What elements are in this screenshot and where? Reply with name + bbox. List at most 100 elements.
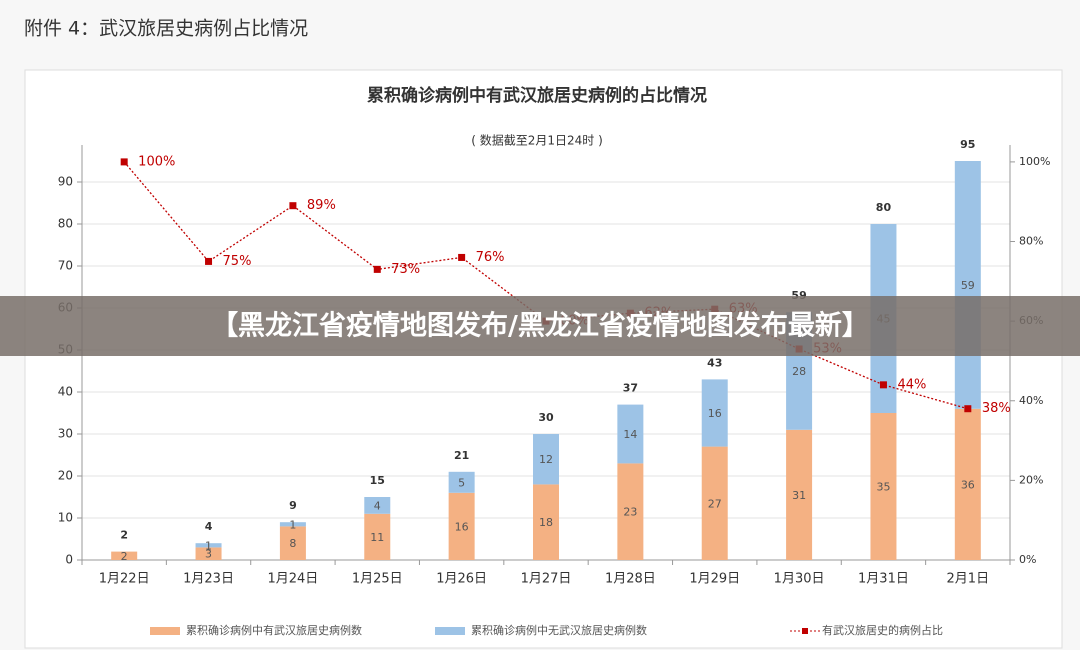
x-tick-label: 1月27日 [521, 572, 572, 587]
line-value-label: 73% [391, 262, 420, 277]
bar-segment [533, 484, 559, 560]
bar-value-label: 11 [370, 531, 384, 544]
y2-tick-label: 100% [1019, 155, 1050, 168]
bar-value-label: 3 [205, 548, 212, 561]
bar-total-label: 21 [454, 449, 469, 462]
legend-label: 累积确诊病例中无武汉旅居史病例数 [471, 623, 647, 637]
bar-total-label: 2 [120, 529, 128, 542]
line-marker [964, 405, 972, 413]
bar-value-label: 31 [792, 489, 806, 502]
chart-frame [24, 69, 1063, 649]
line-value-label: 100% [138, 154, 175, 169]
legend-swatch [435, 627, 465, 635]
bar-total-label: 37 [623, 382, 638, 395]
x-tick-label: 1月30日 [774, 572, 825, 587]
bar-total-label: 43 [707, 356, 722, 369]
bar-value-label: 28 [792, 365, 806, 378]
line-value-label: 76% [476, 250, 505, 265]
legend-label: 有武汉旅居史的病例占比 [822, 623, 943, 637]
line-value-label: 89% [307, 198, 336, 213]
y-tick-label: 90 [58, 175, 73, 189]
line-value-label: 75% [223, 254, 252, 269]
bar-value-label: 59 [961, 279, 975, 292]
bar-segment [954, 161, 981, 409]
bar-segment [533, 434, 559, 485]
bar-value-label: 36 [961, 478, 975, 491]
line-marker [458, 253, 466, 261]
y-tick-label: 70 [58, 259, 73, 273]
bar-segment [111, 551, 138, 560]
bar-segment [448, 492, 475, 560]
line-marker [289, 202, 297, 210]
bar-value-label: 8 [289, 537, 296, 550]
bar-segment [279, 522, 306, 527]
bar-segment [195, 547, 222, 560]
bar-value-label: 18 [539, 516, 553, 529]
bar-segment [364, 497, 391, 514]
legend-swatch [150, 627, 180, 635]
y-tick-label: 80 [58, 217, 73, 231]
bar-segment [279, 526, 306, 560]
x-tick-label: 1月23日 [183, 572, 234, 587]
banner-text: 【黑龙江省疫情地图发布/黑龙江省疫情地图发布最新】 [211, 310, 869, 342]
bar-total-label: 4 [205, 520, 213, 533]
bar-total-label: 80 [876, 201, 892, 214]
line-marker [205, 257, 213, 265]
y-tick-label: 10 [58, 511, 73, 525]
bar-value-label: 27 [708, 497, 722, 510]
y-tick-label: 40 [58, 385, 73, 399]
line-marker [879, 381, 887, 389]
bar-value-label: 12 [539, 453, 553, 466]
bar-segment [448, 471, 475, 493]
bar-value-label: 4 [374, 499, 381, 512]
chart-subtitle: ( 数据截至2月1日24时 ) [471, 133, 603, 148]
bar-segment [195, 543, 222, 548]
bar-segment [954, 408, 981, 560]
y2-tick-label: 20% [1019, 473, 1043, 486]
x-tick-label: 1月29日 [689, 572, 740, 587]
line-marker [373, 265, 381, 273]
y2-tick-label: 0% [1019, 553, 1036, 566]
legend-marker [802, 628, 808, 634]
x-tick-label: 1月26日 [436, 572, 487, 587]
bar-value-label: 2 [121, 550, 128, 563]
x-tick-label: 1月24日 [267, 572, 318, 587]
bar-segment [701, 446, 728, 560]
y-tick-label: 0 [65, 553, 73, 567]
bar-segment [786, 429, 813, 560]
line-value-label: 44% [897, 377, 926, 392]
bar-value-label: 14 [623, 428, 637, 441]
x-tick-label: 2月1日 [947, 572, 990, 587]
x-tick-label: 1月25日 [352, 572, 403, 587]
x-tick-label: 1月22日 [99, 572, 150, 587]
bar-total-label: 9 [289, 499, 297, 512]
bar-total-label: 30 [538, 411, 554, 424]
bar-segment [870, 413, 897, 560]
line-marker [120, 158, 128, 166]
bar-value-label: 5 [458, 476, 465, 489]
bar-value-label: 35 [876, 481, 890, 494]
bar-value-label: 1 [205, 539, 212, 552]
bar-total-label: 15 [370, 474, 385, 487]
line-value-label: 38% [982, 401, 1011, 416]
bar-value-label: 16 [455, 520, 469, 533]
y-tick-label: 30 [58, 427, 73, 441]
chart-title: 累积确诊病例中有武汉旅居史病例的占比情况 [367, 85, 707, 106]
bar-value-label: 23 [623, 506, 637, 519]
x-tick-label: 1月31日 [858, 572, 909, 587]
x-tick-label: 1月28日 [605, 572, 656, 587]
bar-total-label: 95 [960, 138, 975, 151]
bar-segment [617, 463, 644, 560]
y2-tick-label: 40% [1019, 394, 1043, 407]
bar-segment [617, 404, 644, 464]
bar-value-label: 1 [289, 518, 296, 531]
bar-value-label: 16 [708, 407, 722, 420]
bar-segment [364, 513, 391, 560]
y2-tick-label: 80% [1019, 235, 1043, 248]
bar-segment [701, 379, 728, 447]
banner [0, 296, 1080, 356]
page-heading: 附件 4：武汉旅居史病例占比情况 [24, 18, 308, 40]
y-tick-label: 20 [58, 469, 73, 483]
